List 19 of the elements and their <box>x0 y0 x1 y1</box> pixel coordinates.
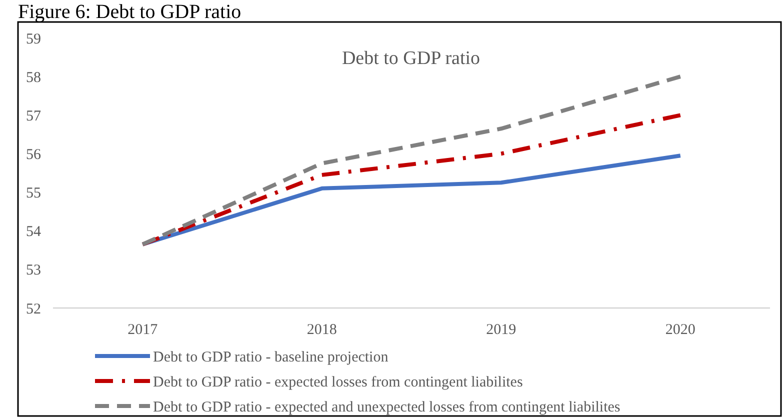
y-tick-label: 57 <box>26 108 42 124</box>
line-series <box>140 154 682 246</box>
y-tick-label: 54 <box>26 224 42 240</box>
legend-label: Debt to GDP ratio - baseline projection <box>153 349 389 366</box>
y-tick-label: 58 <box>26 70 41 86</box>
x-tick-label: 2019 <box>486 322 516 338</box>
caption: Figure 6: Debt to GDP ratio <box>18 1 242 23</box>
y-tick-label: 55 <box>26 186 41 202</box>
y-tick-label: 52 <box>26 301 41 318</box>
y-tick-label: 53 <box>26 262 41 279</box>
line-series <box>140 74 682 246</box>
legend-label: Debt to GDP ratio - expected losses from contingent liabilites <box>153 374 523 390</box>
x-tick-label: 2020 <box>665 322 696 338</box>
y-tick-label: 56 <box>26 146 42 163</box>
x-tick-label: 2017 <box>128 322 158 338</box>
text: Debt to GDP ratio <box>342 48 480 69</box>
y-tick-label: 59 <box>26 31 41 48</box>
legend-label: Debt to GDP ratio - expected and unexpected losses from contingent liabilites <box>153 399 620 416</box>
x-tick-label: 2018 <box>306 322 337 338</box>
